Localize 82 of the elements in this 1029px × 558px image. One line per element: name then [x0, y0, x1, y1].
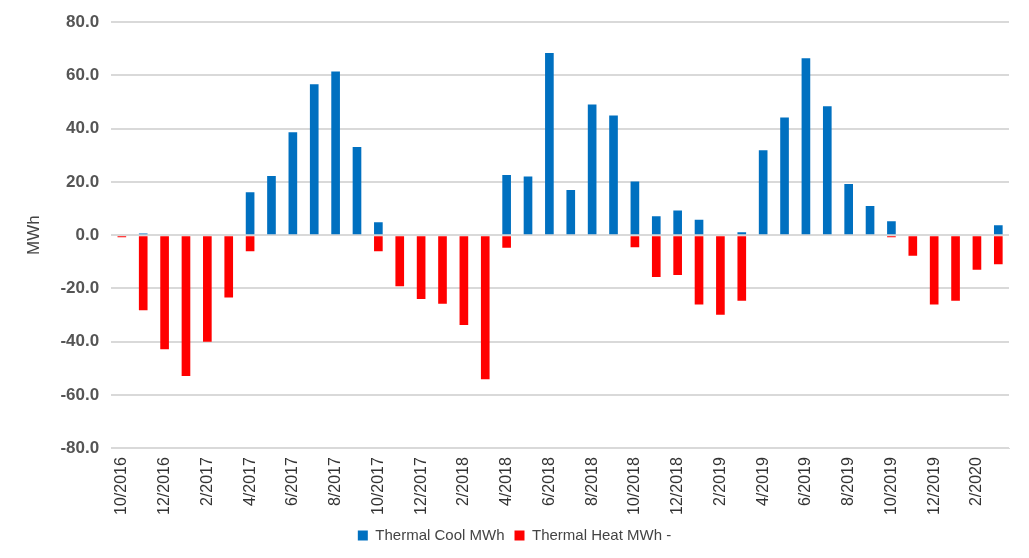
bar: [331, 71, 340, 235]
bar: [993, 225, 1003, 235]
bar: [737, 236, 747, 301]
legend-label: Thermal Cool MWh: [375, 525, 505, 543]
bar: [374, 236, 383, 252]
y-tick-label: 40.0: [66, 118, 100, 138]
bar: [245, 236, 255, 252]
bar: [780, 117, 789, 235]
bar: [609, 115, 618, 235]
y-tick-label: 0.0: [75, 224, 100, 244]
x-tick-label: 4/2017: [240, 457, 258, 507]
x-tick-label: 8/2019: [839, 457, 857, 507]
x-tick-label: 10/2017: [368, 457, 386, 516]
bar: [822, 106, 832, 235]
y-tick-label: -20.0: [60, 278, 100, 298]
bar: [673, 210, 682, 235]
legend-label: Thermal Heat MWh -: [532, 525, 672, 543]
bar: [716, 236, 725, 315]
x-tick-label: 2/2020: [967, 457, 985, 507]
bar: [480, 236, 490, 380]
x-tick-label: 2/2019: [710, 457, 728, 507]
x-tick-label: 12/2018: [668, 457, 686, 516]
bar: [630, 181, 640, 235]
x-tick-label: 4/2019: [753, 457, 771, 507]
bar: [651, 236, 661, 277]
bar: [929, 236, 939, 305]
bar: [972, 236, 982, 270]
bar: [651, 216, 661, 235]
bar: [395, 236, 405, 287]
bar: [245, 192, 255, 235]
bar: [523, 176, 533, 235]
bar: [138, 236, 148, 311]
x-tick-label: 8/2017: [326, 457, 344, 507]
bar: [309, 84, 319, 235]
bar: [673, 236, 682, 276]
bar: [566, 189, 576, 235]
bar: [865, 205, 875, 235]
bar: [352, 147, 362, 235]
bar: [416, 236, 426, 300]
bar: [993, 236, 1003, 265]
x-tick-label: 2/2018: [454, 457, 472, 507]
y-tick-label: -60.0: [60, 384, 100, 404]
y-tick-label: 80.0: [66, 11, 100, 31]
bar: [694, 219, 704, 235]
x-tick-label: 2/2017: [197, 457, 215, 507]
x-tick-label: 10/2018: [625, 457, 643, 516]
bar: [160, 236, 169, 350]
x-tick-label: 10/2019: [881, 457, 899, 516]
bar: [844, 184, 853, 235]
bar: [288, 132, 298, 235]
bar: [630, 236, 640, 248]
y-tick-label: 60.0: [66, 65, 100, 85]
bar: [587, 104, 597, 235]
bar: [758, 150, 768, 235]
y-tick-label: -40.0: [60, 331, 100, 351]
bar: [459, 236, 469, 325]
bar: [267, 176, 276, 235]
x-tick-label: 12/2019: [924, 457, 942, 516]
bar: [545, 53, 554, 235]
bar: [801, 58, 811, 235]
x-tick-label: 12/2016: [155, 457, 172, 516]
bar: [502, 236, 511, 248]
bar: [181, 236, 191, 377]
bar: [694, 236, 704, 305]
x-tick-label: 6/2018: [539, 457, 557, 507]
x-tick-label: 4/2018: [497, 457, 515, 507]
x-tick-label: 10/2016: [112, 457, 130, 516]
bar: [887, 221, 896, 235]
x-tick-label: 6/2017: [283, 457, 301, 507]
x-tick-label: 6/2019: [796, 457, 814, 507]
bar: [438, 236, 447, 304]
bar: [908, 236, 918, 256]
bar: [224, 236, 234, 298]
y-tick-label: 20.0: [66, 171, 100, 191]
bar: [203, 236, 212, 342]
bar: [951, 236, 960, 301]
x-tick-label: 12/2017: [411, 457, 429, 516]
y-tick-label: -80.0: [60, 437, 100, 457]
x-tick-label: 8/2018: [582, 457, 600, 507]
bar: [374, 222, 383, 235]
bar: [502, 175, 511, 235]
y-axis-title: MWh: [23, 215, 43, 256]
